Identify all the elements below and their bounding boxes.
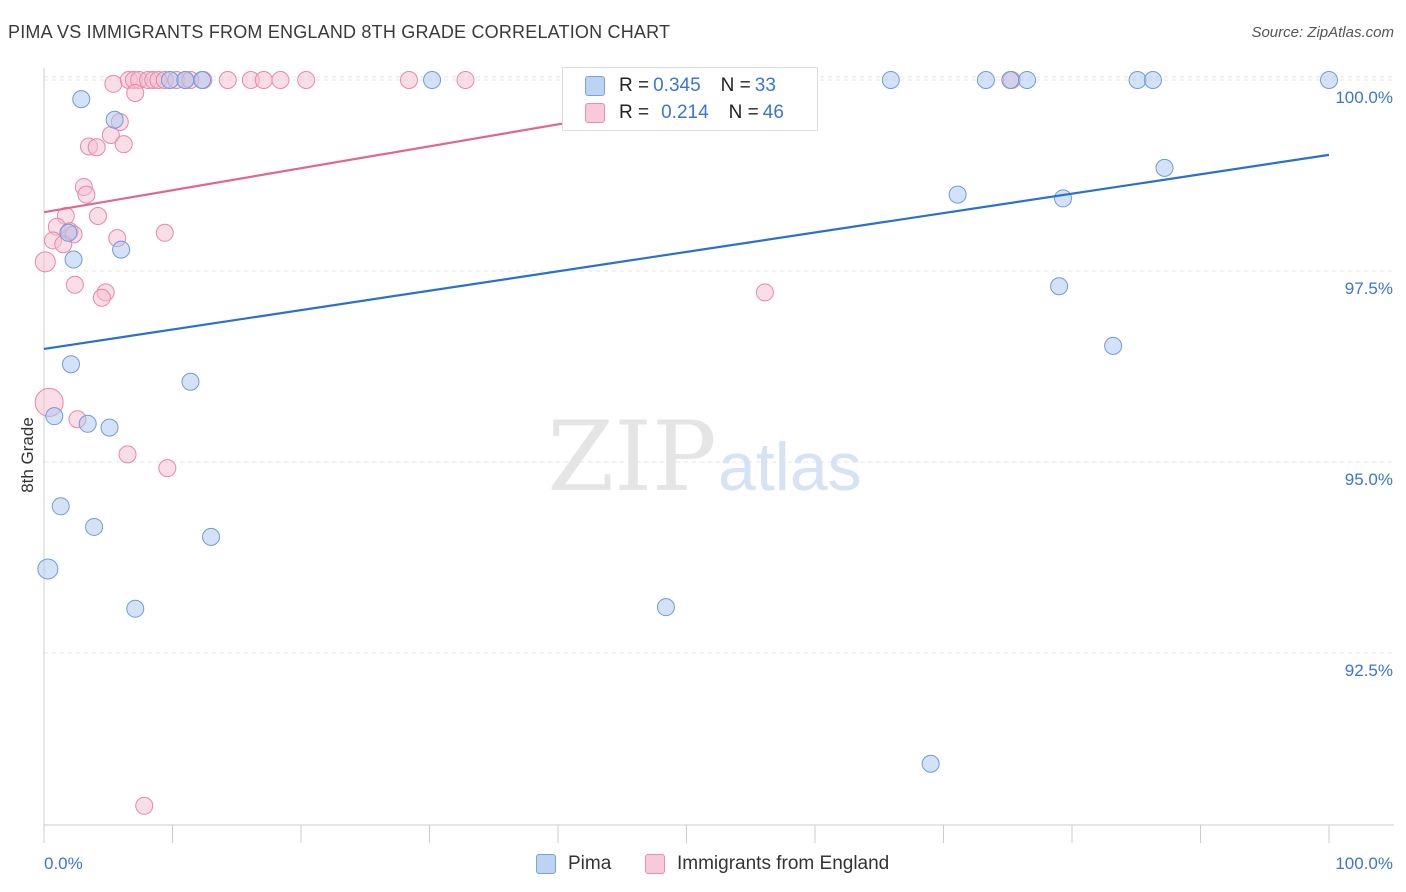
pima-point	[1054, 189, 1073, 208]
pima-points	[37, 71, 1338, 773]
pima-point	[948, 185, 967, 204]
england-point	[135, 796, 154, 815]
r-label: R =	[619, 75, 650, 96]
points-layer	[34, 71, 1338, 815]
pima-point	[126, 599, 145, 618]
england-point	[114, 135, 133, 154]
pima-point	[1320, 71, 1338, 89]
stats-legend: R = 0.345 N = 33 R = 0.214 N = 46	[562, 67, 818, 131]
pima-point	[1104, 336, 1123, 355]
england-point	[88, 206, 107, 225]
pima-point	[51, 497, 70, 516]
pima-point	[881, 71, 900, 89]
pima-point	[202, 527, 221, 546]
england-point	[155, 223, 174, 242]
n-label: N =	[728, 102, 759, 123]
x-tick-label: 100.0%	[1335, 854, 1393, 873]
y-tick-label: 95.0%	[1345, 470, 1393, 489]
watermark-atlas: atlas	[718, 429, 862, 505]
stats-legend-row-pima: R = 0.345 N = 33	[585, 74, 776, 98]
england-point	[456, 71, 475, 89]
pima-point	[78, 414, 97, 433]
pima-point	[61, 355, 80, 374]
england-legend-swatch	[645, 854, 665, 874]
y-tick-label: 92.5%	[1345, 661, 1393, 680]
pima-legend-swatch	[536, 854, 556, 874]
england-point	[399, 71, 418, 89]
england-point	[755, 283, 774, 302]
n-label: N =	[720, 75, 751, 96]
england-swatch	[585, 103, 605, 123]
pima-point	[193, 71, 212, 89]
y-tick-label: 100.0%	[1335, 88, 1393, 107]
pima-point	[423, 71, 442, 89]
pima-point	[100, 418, 119, 437]
pima-point	[37, 558, 59, 580]
pima-point	[1155, 158, 1174, 177]
watermark: ZIP atlas	[547, 401, 861, 513]
pima-point	[1050, 277, 1069, 296]
pima-point	[1018, 71, 1037, 89]
pima-point	[105, 110, 124, 129]
england-point	[158, 459, 177, 478]
england-point	[126, 83, 145, 102]
pima-point	[176, 71, 195, 89]
legend-item-england[interactable]: Immigrants from England	[645, 852, 889, 876]
pima-point	[72, 90, 91, 109]
pima-point	[1128, 71, 1147, 89]
england-point	[104, 74, 123, 93]
england-n-value: 46	[762, 102, 784, 123]
pima-point	[64, 250, 83, 269]
england-point	[77, 185, 96, 204]
england-point	[65, 275, 84, 294]
england-r-value: 0.214	[661, 102, 709, 123]
england-point	[34, 251, 56, 273]
pima-point	[181, 372, 200, 391]
pima-point	[976, 71, 995, 89]
england-point	[118, 445, 137, 464]
pima-point	[85, 517, 104, 536]
pima-point	[112, 240, 131, 259]
pima-point	[1001, 71, 1020, 89]
stats-legend-row-england: R = 0.214 N = 46	[585, 101, 784, 125]
pima-n-value: 33	[754, 75, 776, 96]
axis-layer	[43, 68, 1394, 843]
pima-point	[59, 223, 78, 242]
england-point	[297, 71, 316, 89]
r-label: R =	[619, 102, 650, 123]
tick-label-layer: 92.5% 95.0% 97.5% 100.0% 0.0% 100.0%	[44, 88, 1393, 873]
pima-r-value: 0.345	[653, 75, 701, 96]
watermark-zip: ZIP	[547, 401, 716, 513]
pima-point	[1143, 71, 1162, 89]
pima-trend-line	[43, 153, 1330, 351]
pima-swatch	[585, 76, 605, 96]
england-point	[218, 71, 237, 89]
grid-layer	[44, 76, 1394, 654]
pima-point	[45, 407, 64, 426]
x-tick-label: 0.0%	[44, 854, 83, 873]
source-credit: Source: ZipAtlas.com	[1251, 24, 1394, 41]
pima-point	[921, 754, 940, 773]
england-point	[92, 288, 111, 307]
england-point	[271, 71, 290, 89]
england-point	[87, 138, 106, 157]
y-tick-label: 97.5%	[1345, 279, 1393, 298]
pima-point	[656, 598, 675, 617]
legend-item-pima[interactable]: Pima	[536, 852, 611, 876]
chart-title: PIMA VS IMMIGRANTS FROM ENGLAND 8TH GRAD…	[8, 22, 671, 42]
pima-point	[160, 71, 179, 89]
pima-legend-label: Pima	[568, 853, 612, 874]
england-legend-label: Immigrants from England	[677, 853, 890, 874]
england-point	[254, 71, 273, 89]
england-points	[34, 71, 1021, 815]
